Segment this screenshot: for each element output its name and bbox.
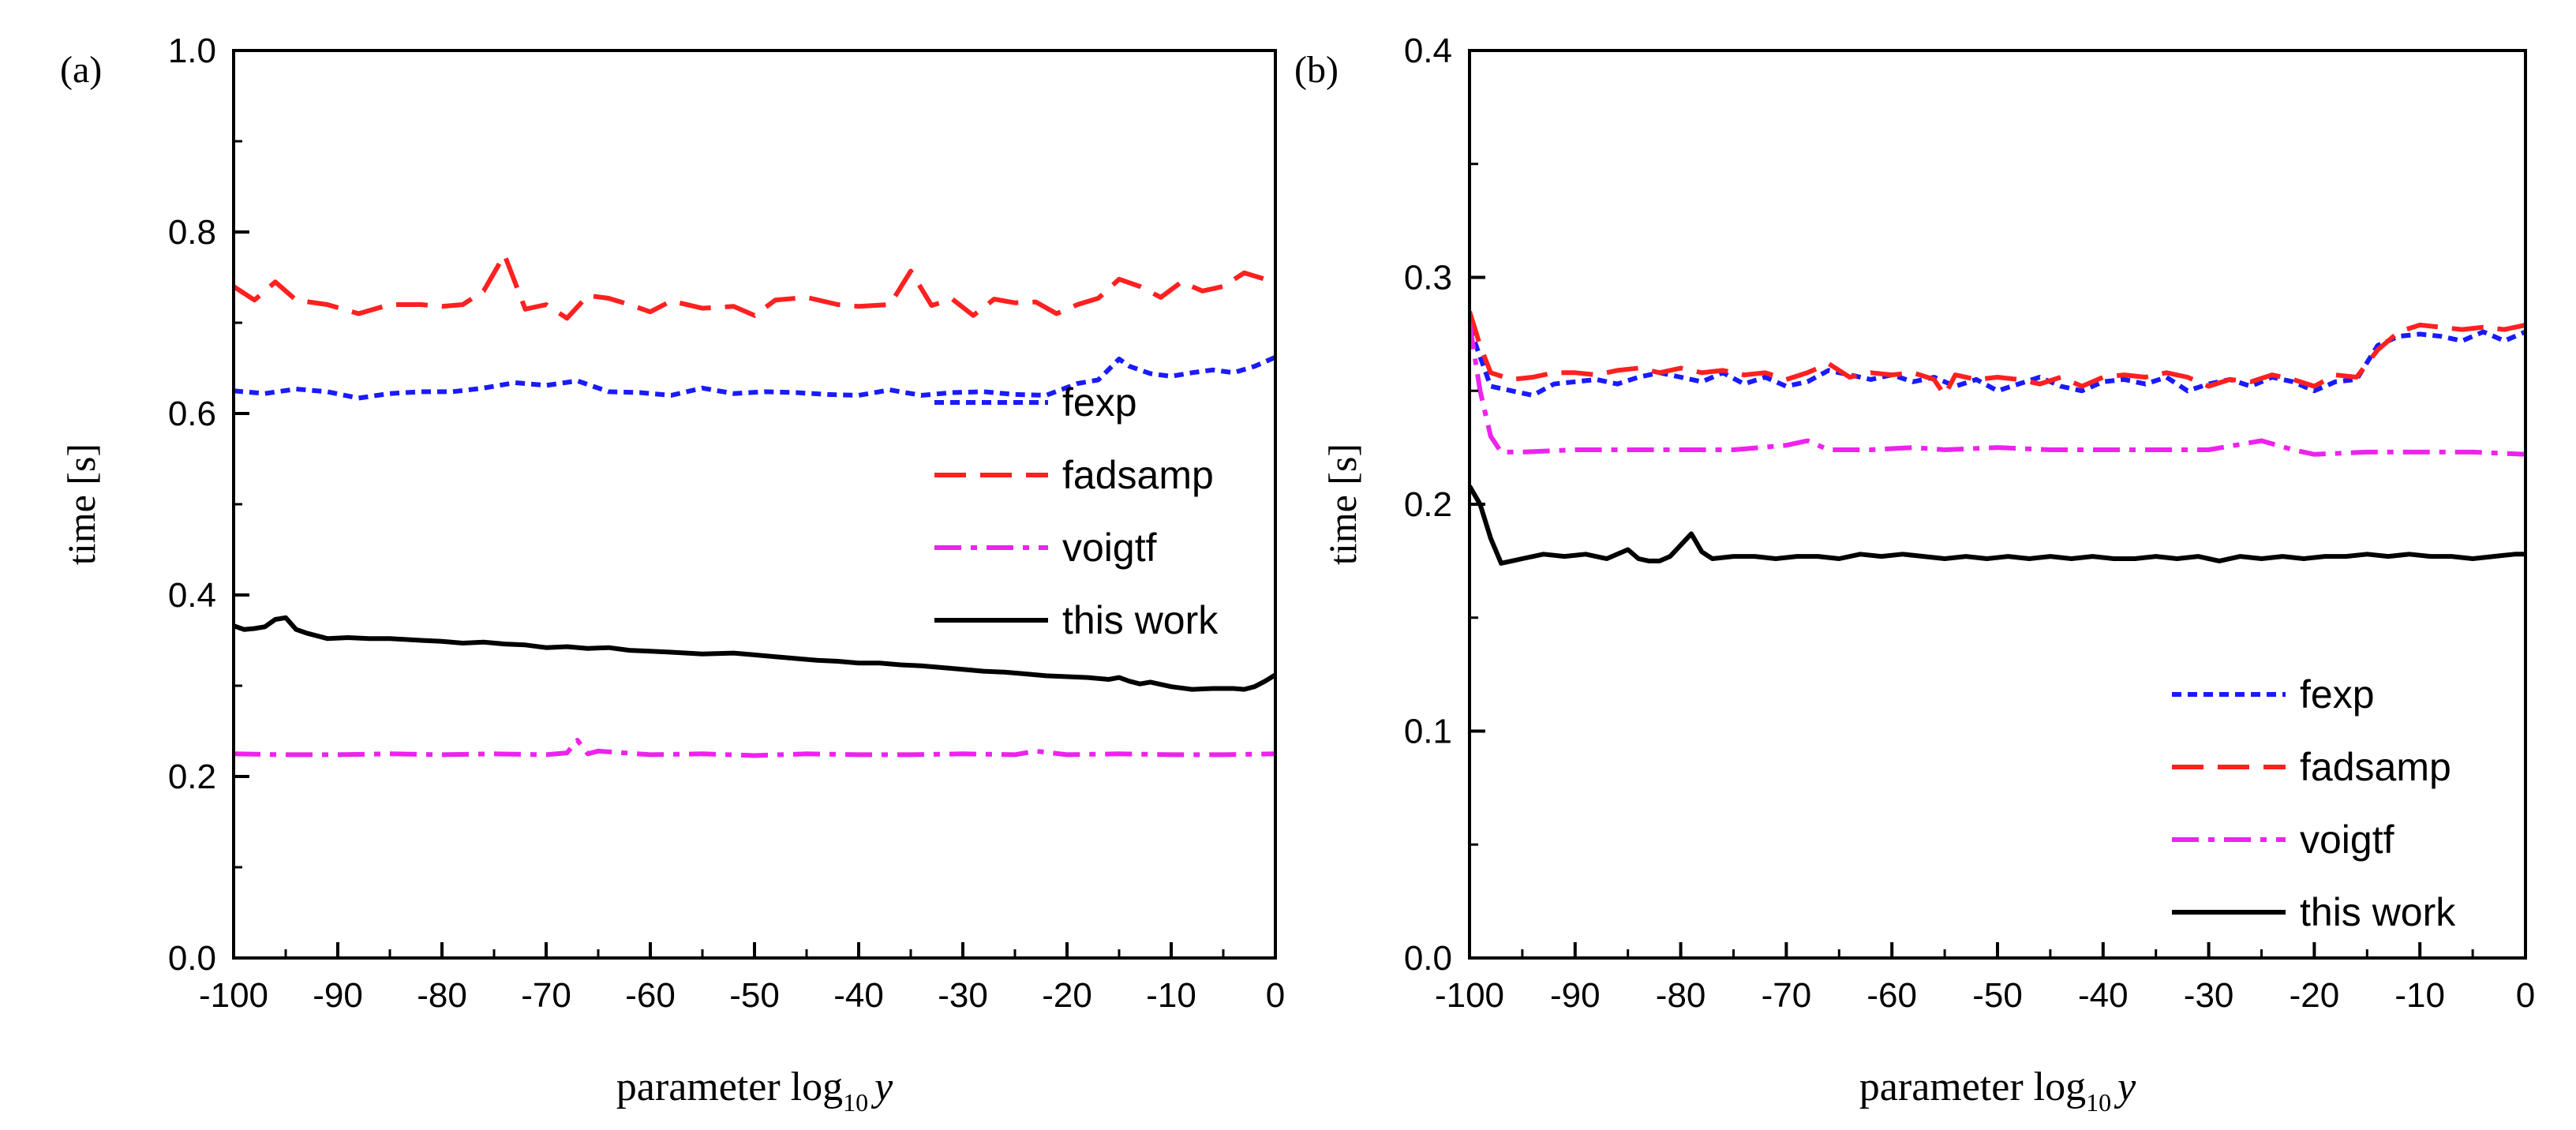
- plot-frame: [232, 49, 1277, 960]
- x-tick-label: -60: [1866, 976, 1917, 1015]
- x-tick-label: -40: [2078, 976, 2129, 1015]
- x-axis-label-var: y: [871, 1065, 893, 1109]
- y-axis-label: time [s]: [59, 443, 103, 565]
- legend: fexp fadsamp voigtf this work: [934, 380, 1219, 642]
- x-axis-label-main: parameter log: [616, 1065, 843, 1109]
- panel-label: (a): [60, 49, 102, 91]
- series-group: [234, 252, 1275, 758]
- x-tick-label: -10: [1146, 976, 1196, 1015]
- x-tick-label: -80: [417, 976, 467, 1015]
- panel-label: (b): [1294, 49, 1339, 91]
- x-axis-label-main: parameter log: [1859, 1065, 2086, 1109]
- series-line-fadsamp: [1470, 310, 2525, 398]
- legend-label: this work: [1062, 598, 1219, 642]
- x-tick-label: -60: [625, 976, 676, 1015]
- x-tick-label: -20: [1042, 976, 1092, 1015]
- y-tick-label: 1.0: [168, 32, 216, 70]
- x-tick-label: -70: [1762, 976, 1812, 1015]
- x-tick-label: 0: [2516, 976, 2535, 1015]
- legend-label: fexp: [2300, 672, 2375, 717]
- series-line-this-work: [1470, 485, 2525, 566]
- series-line-this-work: [234, 615, 1275, 692]
- y-axis-label: time [s]: [1320, 443, 1365, 565]
- x-tick-label: -90: [1550, 976, 1601, 1015]
- series-line-fexp: [1470, 326, 2525, 398]
- x-axis-label-sub: 10: [2086, 1088, 2111, 1117]
- x-tick-label: -40: [833, 976, 884, 1015]
- y-tick-label: 0.1: [1404, 713, 1452, 751]
- series-line-voigtf: [234, 738, 1275, 758]
- legend: fexp fadsamp voigtf this work: [2172, 672, 2456, 934]
- y-tick-label: 0.2: [168, 758, 216, 796]
- series-line-fexp: [234, 354, 1275, 401]
- x-tick-label: 0: [1266, 976, 1285, 1015]
- y-tick-label: 0.8: [168, 213, 216, 252]
- x-tick-label: -30: [938, 976, 988, 1015]
- x-tick-label: -90: [313, 976, 363, 1015]
- x-tick-label: -80: [1656, 976, 1706, 1015]
- series-line-fadsamp: [234, 252, 1275, 321]
- x-axis-label: parameter log10 y: [616, 1065, 893, 1117]
- x-axis-label-sub: 10: [843, 1088, 868, 1117]
- x-axis-label: parameter log10 y: [1859, 1065, 2136, 1117]
- panel-b: -100 -90 -80 -70 -60 -50 -40 -30 -20 -10 00.00.10.…: [1294, 32, 2535, 1117]
- legend-label: this work: [2300, 890, 2456, 934]
- series-group: [1470, 310, 2525, 566]
- panel-a: -100 -90 -80 -70 -60 -50 -40 -30 -20 -10 00.00.20.…: [59, 32, 1285, 1117]
- series-line-voigtf: [1470, 322, 2525, 457]
- y-tick-label: 0.2: [1404, 485, 1452, 524]
- legend-label: fadsamp: [1062, 453, 1214, 497]
- legend-label: voigtf: [1062, 526, 1157, 570]
- x-tick-label: -50: [729, 976, 780, 1015]
- x-tick-label: -50: [1972, 976, 2023, 1015]
- x-tick-label: -100: [199, 976, 268, 1015]
- y-tick-label: 0.4: [168, 576, 216, 615]
- x-tick-label: -10: [2394, 976, 2445, 1015]
- x-tick-label: -70: [521, 976, 571, 1015]
- legend-label: fexp: [1062, 380, 1137, 425]
- y-tick-label: 0.4: [1404, 32, 1452, 70]
- x-tick-label: -30: [2184, 976, 2234, 1015]
- legend-label: fadsamp: [2300, 745, 2451, 789]
- y-tick-label: 0.0: [1404, 939, 1452, 978]
- legend-label: voigtf: [2300, 818, 2394, 862]
- y-tick-label: 0.6: [168, 395, 216, 433]
- x-tick-label: -20: [2290, 976, 2340, 1015]
- x-axis-label-var: y: [2114, 1065, 2136, 1109]
- y-tick-label: 0.3: [1404, 259, 1452, 297]
- x-tick-label: -100: [1435, 976, 1504, 1015]
- y-tick-label: 0.0: [168, 939, 216, 978]
